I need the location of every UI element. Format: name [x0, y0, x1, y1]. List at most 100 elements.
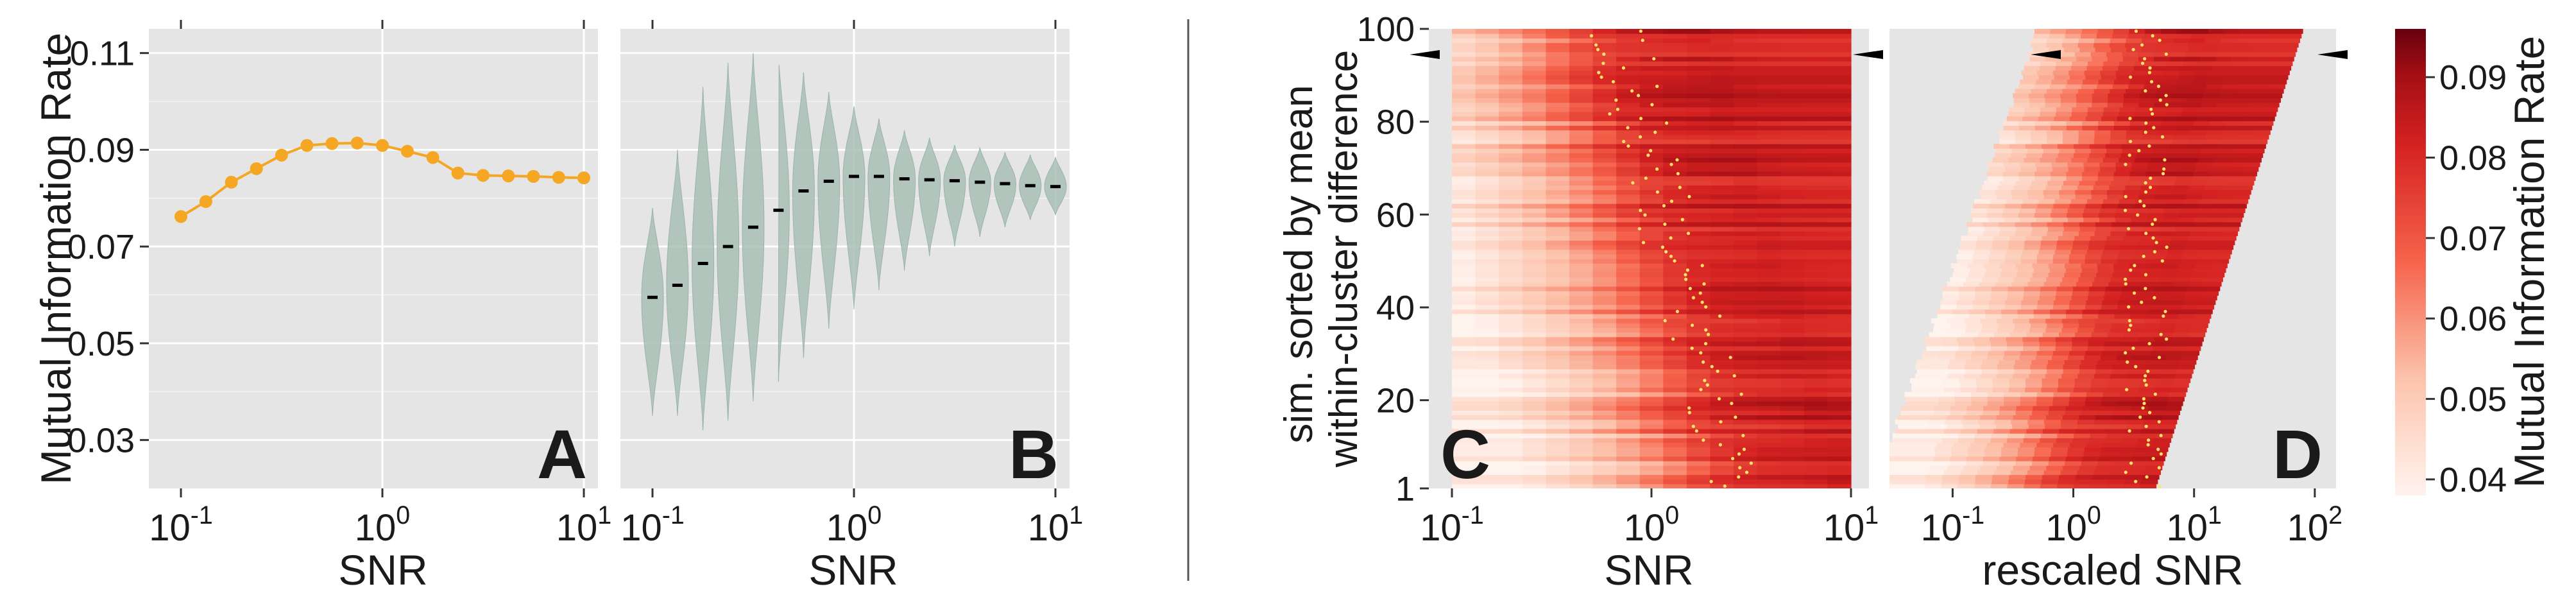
- panel-d-heat-cell: [2147, 74, 2164, 80]
- panel-d-heat-cell: [2126, 134, 2143, 140]
- panel-d-heat-cell: [2056, 111, 2072, 117]
- panel-c-heat-cell: [1804, 254, 1829, 259]
- panel-d-heat-cell: [2172, 281, 2190, 287]
- panel-c-heat-cell: [1710, 465, 1734, 470]
- panel-a-xtick-label: 101: [556, 501, 611, 549]
- panel-d-heat-cell: [2178, 263, 2196, 268]
- panel-c-heat-cell: [1663, 249, 1687, 255]
- panel-c-heat-cell: [1639, 153, 1664, 159]
- panel-d-heat-cell: [1897, 465, 1915, 470]
- panel-d-heat-cell: [2008, 157, 2025, 163]
- panel-d-heat-cell: [2037, 203, 2054, 209]
- panel-d-heat-cell: [2023, 438, 2040, 443]
- panel-d-xtick-label: 100: [2045, 501, 2101, 549]
- panel-d-heat-cell: [1952, 309, 1970, 314]
- panel-c-heat-cell: [1780, 391, 1805, 397]
- panel-c-heat-cell: [1710, 29, 1734, 34]
- panel-d-heat-cell: [1915, 364, 1932, 370]
- panel-c-heat-cell: [1639, 221, 1664, 227]
- panel-c-peak-marker: [1594, 43, 1598, 47]
- panel-c-heat-cell: [1663, 364, 1687, 370]
- panel-c-heat-cell: [1616, 226, 1641, 232]
- panel-d-heat-cell: [2024, 111, 2041, 117]
- panel-c-heat-cell: [1686, 236, 1711, 241]
- panel-c-heat-cell: [1827, 268, 1852, 273]
- panel-c-heat-cell: [1663, 318, 1687, 323]
- panel-c-heat-cell: [1757, 428, 1781, 434]
- panel-c-heat-cell: [1592, 327, 1617, 333]
- panel-d-heat-cell: [2119, 396, 2136, 402]
- panel-c-peak-marker: [1669, 162, 1673, 166]
- panel-c-heat-cell: [1686, 415, 1711, 420]
- panel-c-heat-cell: [1522, 483, 1546, 488]
- panel-d-heat-cell: [2160, 272, 2177, 278]
- panel-d-heat-cell: [2121, 438, 2139, 443]
- panel-c-heat-cell: [1804, 111, 1829, 117]
- panel-d-heat-cell: [2102, 300, 2119, 305]
- panel-c-heat-cell: [1757, 153, 1781, 159]
- panel-d-heat-cell: [1983, 221, 1999, 227]
- panel-d-heat-cell: [2086, 300, 2103, 305]
- panel-c-heat-cell: [1452, 374, 1476, 379]
- panel-c-heat-cell: [1569, 144, 1594, 149]
- panel-d-heat-cell: [2076, 474, 2093, 480]
- panel-c-heat-cell: [1663, 83, 1687, 89]
- panel-d-heat-cell: [2199, 300, 2216, 305]
- panel-d-heat-cell: [1905, 396, 1922, 402]
- panel-c-heat-cell: [1804, 162, 1829, 168]
- panel-d-heat-cell: [2085, 396, 2103, 402]
- panel-c-heat-cell: [1616, 47, 1641, 53]
- panel-d-heat-cell: [2128, 272, 2145, 278]
- panel-c-heat-cell: [1499, 194, 1523, 200]
- panel-c-heat-cell: [1804, 368, 1829, 374]
- panel-d-heat-cell: [2167, 396, 2185, 402]
- panel-c-heat-cell: [1475, 70, 1499, 76]
- panel-d-heat-cell: [1931, 364, 1949, 370]
- panel-d-heat-cell: [2264, 51, 2280, 57]
- panel-c-heat-cell: [1734, 415, 1758, 420]
- panel-c-peak-marker: [1655, 84, 1659, 89]
- panel-d-heat-cell: [1999, 359, 2016, 365]
- panel-d-heat-cell: [2147, 212, 2163, 218]
- panel-c-heat-cell: [1569, 134, 1594, 140]
- panel-c-heat-cell: [1616, 483, 1641, 488]
- panel-d-heat-cell: [1966, 323, 1983, 328]
- panel-c-heat-cell: [1475, 42, 1499, 48]
- panel-d-heat-cell: [2176, 368, 2194, 374]
- panel-d-heat-cell: [2196, 309, 2213, 314]
- panel-c-heat-cell: [1546, 474, 1570, 480]
- panel-c-heat-cell: [1663, 189, 1687, 195]
- panel-d-heat-cell: [2118, 300, 2135, 305]
- panel-c-heat-cell: [1616, 245, 1641, 250]
- panel-d-heat-cell: [2083, 79, 2099, 85]
- panel-d-heat-cell: [2120, 341, 2138, 347]
- panel-d-peak-marker: [2142, 254, 2145, 259]
- panel-d-heat-cell: [1956, 304, 1974, 310]
- panel-d-heat-cell: [1949, 327, 1966, 333]
- panel-d-heat-cell: [2134, 111, 2151, 117]
- panel-d-heat-cell: [2063, 134, 2079, 140]
- panel-c-heat-cell: [1452, 65, 1476, 71]
- panel-d-heat-cell: [2181, 304, 2199, 310]
- panel-b-xtick-label: 10-1: [620, 501, 685, 549]
- panel-d-heat-cell: [2009, 107, 2026, 112]
- panel-d-heat-cell: [1925, 438, 1942, 443]
- panel-c-heat-cell: [1475, 166, 1499, 172]
- panel-c-heat-cell: [1475, 236, 1499, 241]
- panel-c-heat-cell: [1569, 89, 1594, 94]
- panel-d-heat-cell: [2056, 61, 2072, 66]
- panel-c-heat-cell: [1686, 336, 1711, 342]
- panel-d-heat-cell: [2227, 116, 2244, 121]
- panel-c-heat-cell: [1522, 291, 1546, 296]
- panel-c-heat-cell: [1827, 157, 1852, 163]
- panel-c-heat-cell: [1663, 359, 1687, 365]
- panel-c-heat-cell: [1827, 378, 1852, 383]
- panel-d-heat-cell: [2076, 281, 2093, 287]
- panel-d-heat-cell: [2159, 226, 2176, 232]
- panel-d-heat-cell: [2231, 153, 2248, 159]
- panel-c-heat-cell: [1616, 323, 1641, 328]
- panel-c-heat-cell: [1827, 245, 1852, 250]
- panel-c-heat-cell: [1616, 346, 1641, 351]
- panel-c-heat-cell: [1522, 350, 1546, 356]
- panel-c-heat-cell: [1522, 304, 1546, 310]
